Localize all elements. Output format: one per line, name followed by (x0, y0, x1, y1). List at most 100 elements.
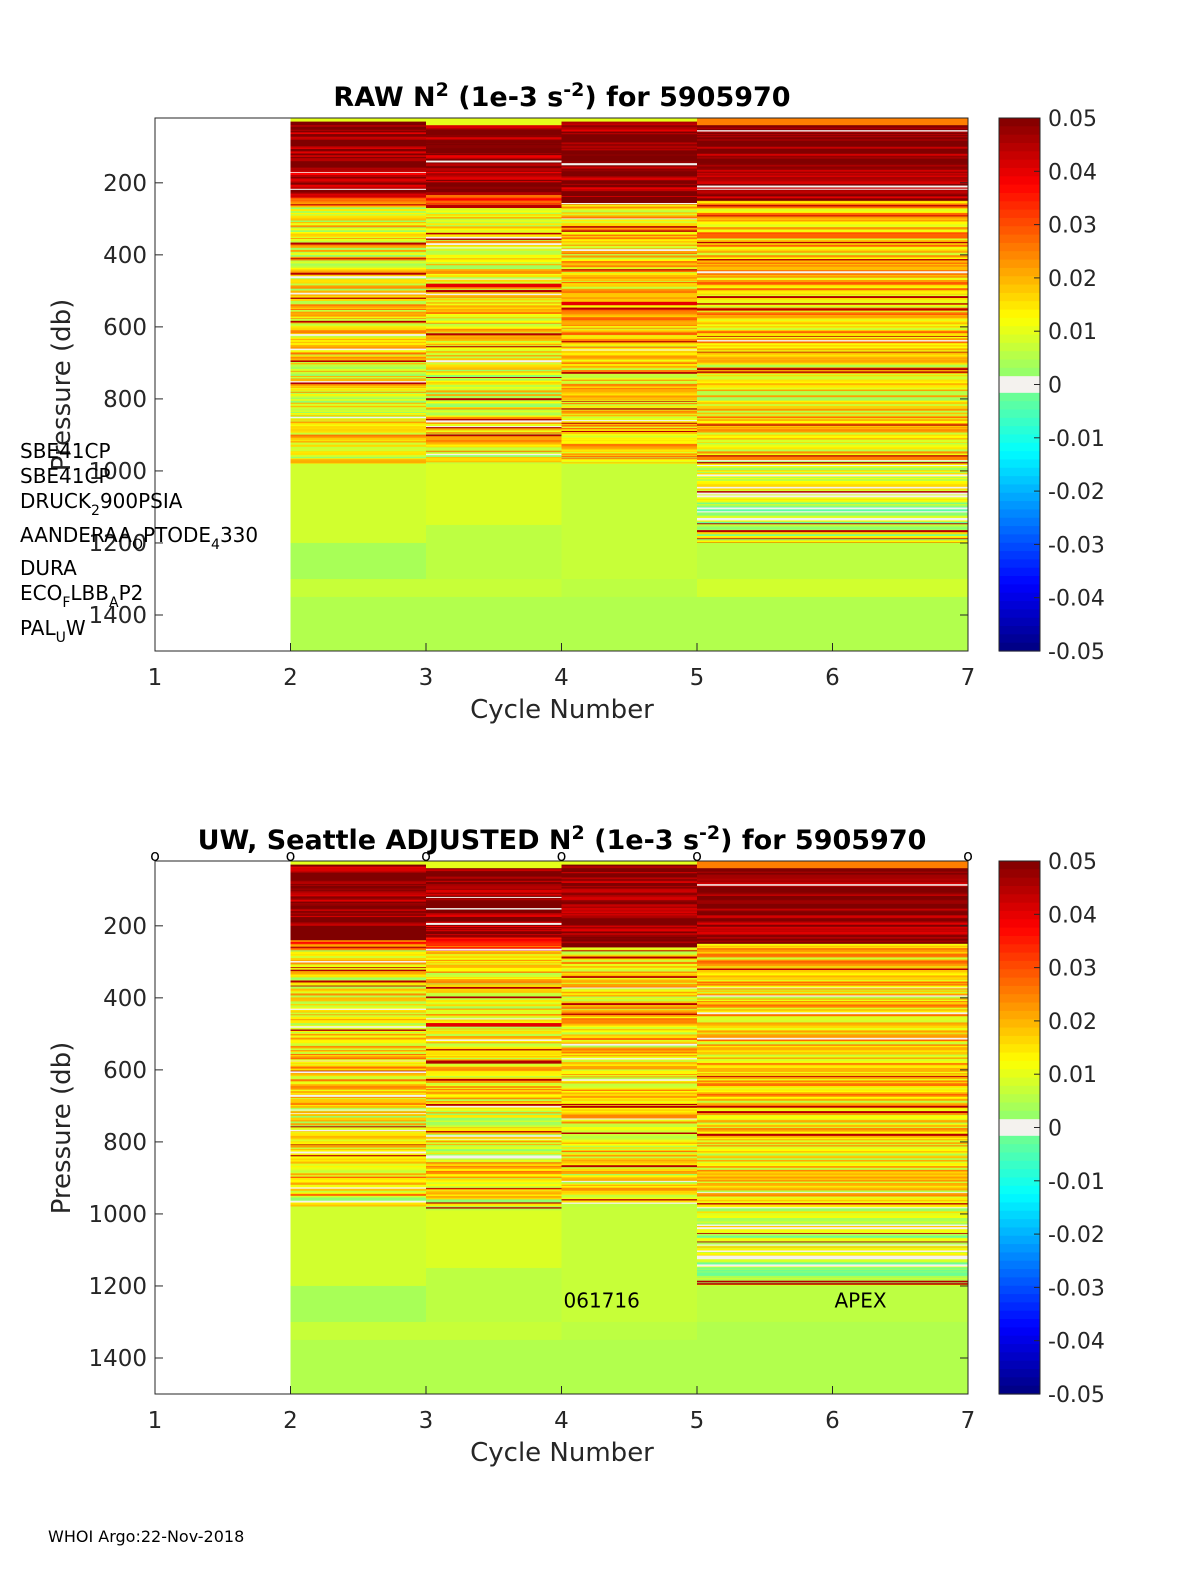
heatmap-cell (426, 1139, 562, 1142)
heatmap-cell (290, 334, 427, 337)
heatmap-cell (561, 927, 698, 929)
heatmap-cell (561, 405, 698, 409)
heatmap-cell (290, 1117, 427, 1120)
colorbar-swatch (999, 384, 1040, 394)
heatmap-cell (697, 1154, 969, 1157)
heatmap-cell (290, 1050, 427, 1053)
heatmap-cell (697, 1026, 969, 1029)
heatmap-cell (561, 958, 698, 961)
heatmap-cell (561, 341, 698, 343)
adjusted-y-axis-label: Pressure (db) (47, 1042, 77, 1215)
heatmap-cell (290, 339, 427, 343)
colorbar-swatch (999, 994, 1040, 1004)
heatmap-cell (561, 1121, 698, 1124)
colorbar-swatch (999, 118, 1040, 127)
heatmap-cell (697, 1115, 969, 1117)
heatmap-cell (426, 182, 562, 186)
heatmap-cell (697, 451, 969, 455)
heatmap-cell (561, 336, 698, 339)
heatmap-cell (561, 457, 698, 459)
heatmap-cell (426, 1321, 562, 1341)
heatmap-cell (697, 153, 969, 156)
heatmap-cell (561, 313, 698, 317)
heatmap-cell (697, 311, 969, 313)
heatmap-cell (561, 986, 698, 988)
heatmap-cell (697, 150, 969, 153)
heatmap-cell (426, 373, 562, 376)
heatmap-cell (561, 1185, 698, 1189)
heatmap-cell (561, 172, 698, 175)
heatmap-cell (697, 352, 969, 356)
heatmap-cell (697, 1150, 969, 1152)
colorbar-swatch (999, 1352, 1040, 1362)
heatmap-cell (290, 1109, 427, 1112)
heatmap-cell (697, 405, 969, 408)
heatmap-cell (290, 384, 427, 387)
heatmap-cell (290, 179, 427, 182)
heatmap-cell (561, 219, 698, 221)
heatmap-cell (426, 279, 562, 283)
heatmap-cell (561, 185, 698, 188)
heatmap-cell (561, 342, 698, 345)
heatmap-cell (697, 899, 969, 901)
heatmap-cell (697, 948, 969, 951)
heatmap-cell (697, 1018, 969, 1021)
heatmap-cell (426, 168, 562, 170)
heatmap-cell (697, 245, 969, 248)
heatmap-cell (697, 504, 969, 508)
heatmap-cell (561, 222, 698, 225)
heatmap-cell (561, 1133, 698, 1137)
heatmap-cell (290, 1057, 427, 1060)
x-tick-label: 1 (148, 1408, 163, 1434)
heatmap-cell (426, 118, 562, 126)
heatmap-cell (426, 1132, 562, 1135)
heatmap-cell (697, 874, 969, 878)
heatmap-cell (290, 233, 427, 237)
heatmap-cell (426, 1012, 562, 1015)
heatmap-cell (697, 1275, 969, 1279)
heatmap-cell (697, 151, 969, 155)
heatmap-cell (561, 1118, 698, 1121)
heatmap-cell (697, 424, 969, 427)
heatmap-cell (426, 394, 562, 397)
heatmap-cell (290, 955, 427, 957)
heatmap-cell (426, 872, 562, 874)
heatmap-cell (697, 467, 969, 469)
heatmap-cell (697, 501, 969, 504)
heatmap-cell (561, 422, 698, 425)
heatmap-cell (697, 341, 969, 344)
heatmap-cell (426, 129, 562, 131)
heatmap-cell (426, 272, 562, 275)
heatmap-cell (561, 372, 698, 375)
heatmap-cell (426, 378, 562, 382)
heatmap-cell (561, 353, 698, 356)
heatmap-cell (697, 328, 969, 331)
heatmap-cell (561, 230, 698, 233)
heatmap-cell (561, 249, 698, 252)
heatmap-cell (290, 161, 427, 164)
heatmap-cell (561, 293, 698, 296)
heatmap-cell (697, 535, 969, 538)
y-tick-label: 1200 (88, 531, 147, 557)
heatmap-cell (426, 1088, 562, 1091)
heatmap-cell (290, 1040, 427, 1043)
heatmap-cell (290, 1098, 427, 1100)
heatmap-cell (561, 261, 698, 264)
heatmap-cell (290, 920, 427, 923)
heatmap-cell (426, 1200, 562, 1203)
heatmap-cell (426, 369, 562, 372)
heatmap-cell (426, 438, 562, 441)
heatmap-cell (426, 928, 562, 931)
colorbar-swatch (999, 217, 1040, 227)
heatmap-cell (697, 128, 969, 131)
heatmap-cell (290, 1067, 427, 1070)
heatmap-cell (290, 911, 427, 914)
heatmap-cell (290, 354, 427, 356)
heatmap-cell (426, 861, 562, 869)
heatmap-cell (697, 408, 969, 411)
heatmap-cell (697, 205, 969, 207)
heatmap-cell (561, 408, 698, 411)
heatmap-cell (426, 409, 562, 411)
heatmap-cell (561, 439, 698, 442)
